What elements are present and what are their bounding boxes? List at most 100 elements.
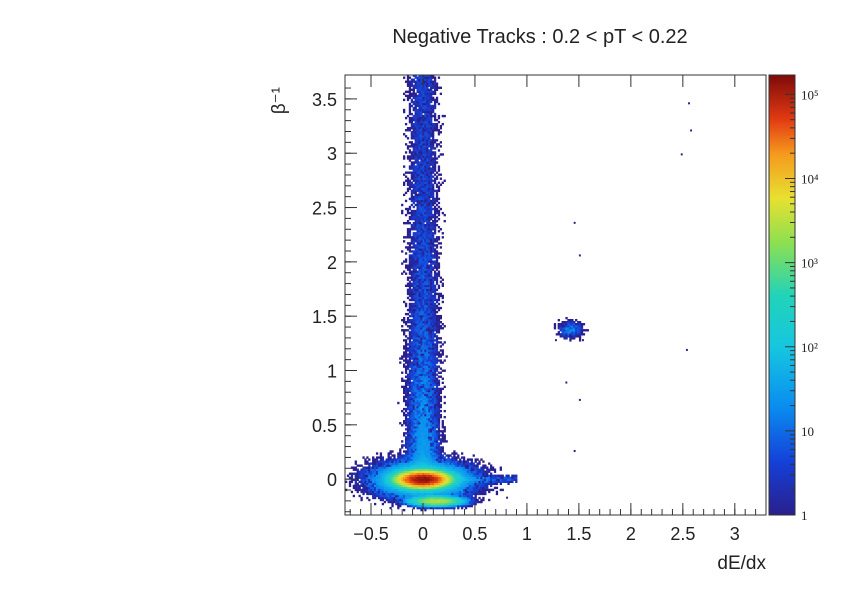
- heatmap-cell: [426, 424, 429, 427]
- heatmap-cell: [393, 488, 396, 492]
- heatmap-cell: [414, 422, 417, 425]
- heatmap-cell: [470, 460, 473, 463]
- heatmap-cell: [414, 248, 417, 251]
- heatmap-cell: [410, 393, 414, 397]
- heatmap-cell: [430, 114, 433, 118]
- heatmap-cell: [428, 446, 431, 449]
- heatmap-cell: [414, 217, 417, 221]
- heatmap-cell: [433, 466, 437, 469]
- heatmap-cell: [468, 494, 472, 498]
- heatmap-cell: [403, 500, 406, 504]
- heatmap-cell: [428, 228, 431, 231]
- heatmap-cell: [385, 490, 388, 494]
- heatmap-cell: [414, 74, 417, 77]
- heatmap-cell: [401, 476, 404, 479]
- heatmap-cell: [418, 375, 421, 378]
- heatmap-cell: [422, 298, 425, 302]
- heatmap-cell: [422, 393, 425, 397]
- heatmap-cell: [430, 135, 433, 138]
- heatmap-cell: [424, 381, 427, 384]
- heatmap-cell: [424, 100, 427, 104]
- heatmap-cell: [420, 151, 423, 154]
- heatmap-cell: [433, 480, 437, 484]
- heatmap-cell: [406, 458, 410, 461]
- heatmap-cell: [424, 446, 427, 449]
- heatmap-cell: [410, 274, 414, 277]
- heatmap-cell: [449, 458, 452, 461]
- heatmap-cell: [426, 341, 429, 344]
- heatmap-cell: [428, 448, 431, 451]
- heatmap-cell: [408, 500, 412, 504]
- heatmap-cell: [424, 236, 427, 239]
- heatmap-cell: [426, 314, 429, 318]
- heatmap-cell: [430, 296, 433, 300]
- heatmap-cell: [410, 411, 414, 415]
- heatmap-cell: [484, 470, 487, 473]
- heatmap-cell: [480, 498, 483, 502]
- heatmap-cell: [377, 478, 381, 481]
- heatmap-cell: [468, 484, 472, 488]
- heatmap-cell: [414, 349, 417, 352]
- heatmap-cell: [403, 133, 406, 136]
- heatmap-cell: [459, 490, 462, 494]
- heatmap-cell: [433, 470, 437, 473]
- heatmap-cell: [420, 254, 423, 257]
- heatmap-cell: [432, 236, 435, 239]
- heatmap-cell: [422, 365, 425, 368]
- heatmap-cell: [422, 347, 425, 350]
- heatmap-cell: [422, 250, 425, 253]
- heatmap-cell: [412, 147, 415, 150]
- heatmap-cell: [426, 183, 429, 186]
- heatmap-cell: [412, 171, 415, 174]
- heatmap-cell: [408, 492, 412, 496]
- heatmap-cell: [412, 262, 415, 265]
- heatmap-cell: [420, 88, 423, 91]
- heatmap-cell: [406, 355, 410, 358]
- heatmap-cell: [420, 238, 423, 241]
- heatmap-cell: [441, 472, 444, 475]
- heatmap-cell: [420, 420, 423, 423]
- heatmap-cell: [422, 163, 425, 166]
- heatmap-cell: [403, 420, 406, 423]
- heatmap-cell: [426, 304, 429, 308]
- heatmap-cell: [433, 395, 437, 399]
- heatmap-cell: [437, 424, 441, 427]
- heatmap-cell: [416, 302, 419, 306]
- heatmap-cell: [418, 452, 421, 455]
- heatmap-cell: [428, 353, 431, 356]
- heatmap-cell: [435, 331, 439, 334]
- heatmap-cell: [406, 442, 410, 445]
- heatmap-cell: [580, 327, 584, 330]
- heatmap-cell: [412, 294, 415, 298]
- heatmap-cell: [420, 355, 423, 358]
- heatmap-cell: [422, 288, 425, 292]
- heatmap-cell: [433, 82, 437, 85]
- heatmap-cell: [432, 135, 435, 138]
- heatmap-cell: [385, 496, 388, 500]
- heatmap-cell: [462, 484, 466, 488]
- heatmap-cell: [420, 472, 423, 475]
- heatmap-cell: [408, 290, 412, 294]
- heatmap-cell: [375, 474, 379, 477]
- heatmap-cell: [408, 403, 412, 407]
- heatmap-cell: [428, 464, 431, 467]
- heatmap-cell: [433, 355, 437, 358]
- heatmap-cell: [416, 506, 419, 510]
- heatmap-cell: [416, 205, 419, 209]
- heatmap-cell: [414, 294, 417, 298]
- heatmap-cell: [418, 454, 421, 457]
- heatmap-cell: [424, 367, 427, 370]
- heatmap-cell: [441, 456, 444, 459]
- heatmap-cell: [422, 488, 425, 492]
- heatmap-cell: [428, 314, 431, 318]
- heatmap-cell: [418, 80, 421, 83]
- heatmap-cell: [374, 502, 377, 506]
- heatmap-cell: [397, 460, 400, 463]
- heatmap-cell: [435, 438, 439, 441]
- heatmap-cell: [441, 492, 444, 496]
- heatmap-cell: [426, 122, 429, 126]
- heatmap-cell: [439, 387, 443, 391]
- heatmap-cell: [472, 484, 475, 488]
- heatmap-cell: [441, 361, 444, 364]
- heatmap-cell: [432, 452, 435, 455]
